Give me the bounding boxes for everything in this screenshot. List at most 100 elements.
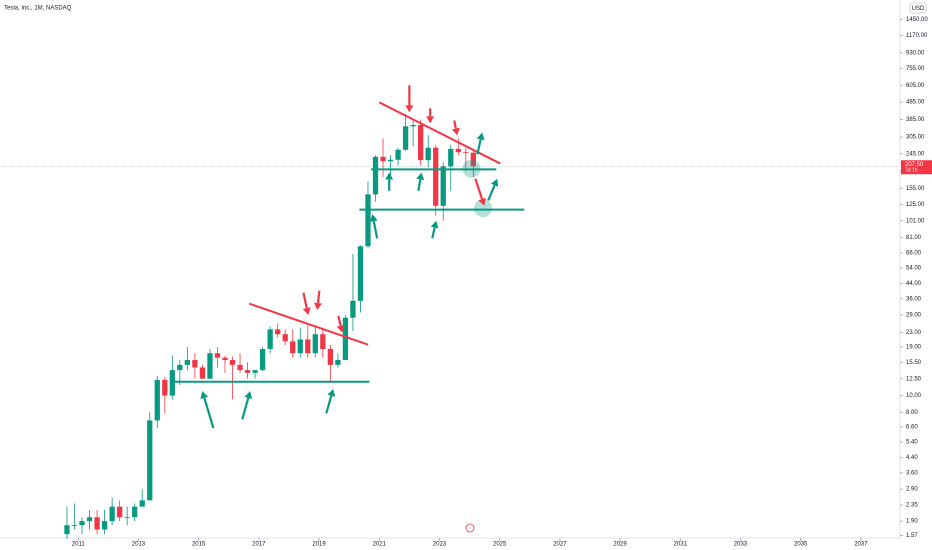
arrow-head bbox=[314, 302, 322, 310]
arrow-shaft bbox=[417, 179, 422, 191]
arrow-shaft bbox=[431, 227, 436, 239]
y-tick-label: 5.40 bbox=[906, 440, 918, 446]
candle-body bbox=[162, 379, 168, 396]
candle-body bbox=[199, 367, 206, 379]
x-tick-label: 2033 bbox=[734, 542, 748, 548]
arrow-head bbox=[451, 127, 460, 136]
event-icon[interactable] bbox=[465, 523, 475, 533]
currency-box[interactable] bbox=[909, 2, 927, 14]
candle-body bbox=[222, 357, 228, 361]
arrow-head bbox=[405, 105, 414, 113]
candle-body bbox=[86, 517, 93, 522]
y-tick-label: 29.00 bbox=[906, 313, 922, 319]
y-tick-label: 4.40 bbox=[906, 455, 918, 461]
y-tick-label: 23.00 bbox=[906, 330, 922, 336]
candle-body bbox=[124, 517, 130, 519]
y-tick-label: 605.00 bbox=[906, 83, 925, 89]
y-tick-label: 54.00 bbox=[906, 266, 922, 272]
candle-body bbox=[357, 246, 364, 301]
candle-body bbox=[71, 525, 78, 527]
arrow-shaft bbox=[453, 120, 457, 129]
arrow-head bbox=[476, 132, 485, 141]
y-tick-label: 125.00 bbox=[906, 202, 925, 208]
candle-body bbox=[275, 329, 281, 335]
candle-body bbox=[365, 194, 371, 247]
candle-body bbox=[229, 360, 236, 365]
arrow-shaft bbox=[203, 397, 215, 429]
plot bbox=[0, 85, 900, 540]
arrow-shaft bbox=[476, 139, 482, 155]
arrow-head bbox=[426, 116, 435, 124]
candle-body bbox=[312, 334, 318, 354]
x-tick-label: 2025 bbox=[493, 542, 507, 548]
arrow-shaft bbox=[474, 178, 484, 200]
candle-body bbox=[282, 334, 288, 342]
arrow-shaft bbox=[337, 315, 342, 327]
y-tick-label: 155.00 bbox=[906, 186, 925, 192]
arrow-head bbox=[244, 391, 253, 399]
highlight-circle bbox=[462, 159, 481, 178]
arrow-head bbox=[369, 214, 378, 222]
y-tick-label: 930.00 bbox=[906, 50, 925, 56]
x-tick-label: 2031 bbox=[674, 542, 688, 548]
y-tick-label: 8.00 bbox=[906, 410, 918, 416]
candle-body bbox=[395, 149, 401, 160]
candle-body bbox=[440, 166, 446, 206]
candle-body bbox=[79, 521, 85, 526]
x-tick-label: 2019 bbox=[312, 542, 326, 548]
candle-body bbox=[448, 148, 454, 167]
candle-body bbox=[350, 300, 356, 318]
chart-title: Tesla, Inc., 1M, NASDAQ bbox=[4, 6, 72, 12]
candle-body bbox=[64, 525, 70, 535]
current-price-tag bbox=[901, 160, 932, 175]
arrow-head bbox=[416, 172, 425, 181]
candle-body bbox=[207, 353, 213, 379]
x-tick-label: 2017 bbox=[252, 542, 266, 548]
y-tick-label: 3.60 bbox=[906, 470, 918, 476]
x-tick-label: 2027 bbox=[553, 542, 567, 548]
y-tick-label: 245.00 bbox=[906, 151, 925, 157]
arrow-head bbox=[336, 324, 345, 333]
y-tick-label: 19.00 bbox=[906, 345, 922, 351]
candle-body bbox=[267, 329, 273, 350]
arrow-head bbox=[430, 220, 439, 229]
candle-body bbox=[94, 517, 100, 530]
countdown-label: 7d 1h bbox=[905, 168, 918, 174]
arrow-head bbox=[490, 178, 499, 187]
y-tick-label: 1.57 bbox=[906, 533, 918, 539]
x-tick-label: 2011 bbox=[72, 542, 86, 548]
y-tick-label: 12.50 bbox=[906, 376, 922, 382]
y-tick-label: 2.35 bbox=[906, 503, 918, 509]
candle-body bbox=[184, 360, 191, 365]
y-tick-label: 1.90 bbox=[906, 519, 918, 525]
y-tick-label: 755.00 bbox=[906, 66, 925, 72]
arrow-head bbox=[327, 389, 336, 397]
arrow-shaft bbox=[372, 220, 379, 239]
arrow-head bbox=[385, 172, 394, 180]
candle-body bbox=[237, 364, 243, 371]
candle-body bbox=[342, 317, 349, 361]
x-tick-label: 2035 bbox=[794, 542, 808, 548]
candle-body bbox=[372, 156, 379, 195]
candle-body bbox=[290, 341, 296, 354]
candle-body bbox=[259, 349, 266, 371]
y-tick-label: 36.00 bbox=[906, 296, 922, 302]
candle-body bbox=[305, 339, 311, 354]
y-tick-label: 1170.00 bbox=[906, 33, 928, 39]
candle-body bbox=[433, 147, 439, 206]
candle-body bbox=[402, 126, 409, 150]
y-tick-label: 44.00 bbox=[906, 281, 922, 287]
x-tick-label: 2021 bbox=[373, 542, 387, 548]
y-tick-label: 101.00 bbox=[906, 218, 925, 224]
candle-body bbox=[117, 506, 123, 518]
candle-body bbox=[109, 506, 115, 522]
arrow-shaft bbox=[241, 397, 250, 420]
y-tick-label: 1450.00 bbox=[906, 17, 928, 23]
highlight-circle bbox=[474, 199, 493, 218]
currency: USD bbox=[912, 6, 925, 12]
y-tick-label: 10.00 bbox=[906, 393, 922, 399]
candle-body bbox=[418, 125, 424, 161]
candle-body bbox=[177, 364, 183, 371]
